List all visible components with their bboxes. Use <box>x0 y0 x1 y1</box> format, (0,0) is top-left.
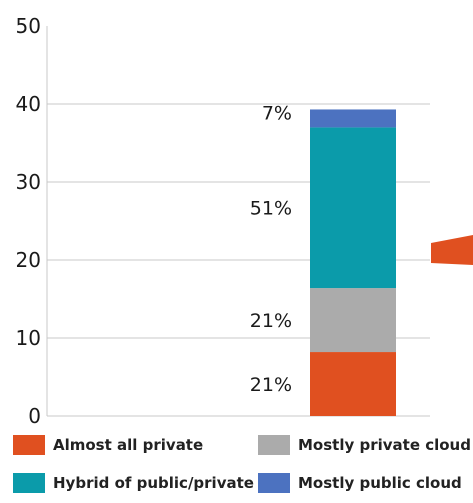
segment-label-2: 51% <box>250 198 292 220</box>
y-tick-label-50: 50 <box>16 14 41 38</box>
legend-label-3: Mostly public cloud <box>298 474 462 492</box>
bar-segment-1 <box>310 288 396 353</box>
legend: Almost all private Mostly private cloud Hy… <box>13 435 471 493</box>
y-tick-label-10: 10 <box>16 326 41 350</box>
arrow-icon <box>431 235 473 265</box>
legend-swatch-0 <box>13 435 45 455</box>
bar-segments <box>310 109 396 416</box>
segment-labels: 21% 21% 51% 7% <box>250 102 292 396</box>
segment-label-0: 21% <box>250 374 292 396</box>
legend-swatch-3 <box>258 473 290 493</box>
legend-label-1: Mostly private cloud <box>298 436 471 454</box>
bar-segment-2 <box>310 127 396 289</box>
segment-label-1: 21% <box>250 310 292 332</box>
y-tick-label-30: 30 <box>16 170 41 194</box>
legend-label-0: Almost all private <box>53 436 203 454</box>
y-tick-labels: 0 10 20 30 40 50 <box>16 14 41 428</box>
y-tick-label-0: 0 <box>28 404 41 428</box>
legend-swatch-2 <box>13 473 45 493</box>
legend-swatch-1 <box>258 435 290 455</box>
segment-label-3: 7% <box>262 102 292 124</box>
bar-segment-3 <box>310 109 396 128</box>
bar-segment-0 <box>310 352 396 416</box>
y-tick-label-40: 40 <box>16 92 41 116</box>
legend-label-2: Hybrid of public/private <box>53 474 254 492</box>
y-tick-label-20: 20 <box>16 248 41 272</box>
